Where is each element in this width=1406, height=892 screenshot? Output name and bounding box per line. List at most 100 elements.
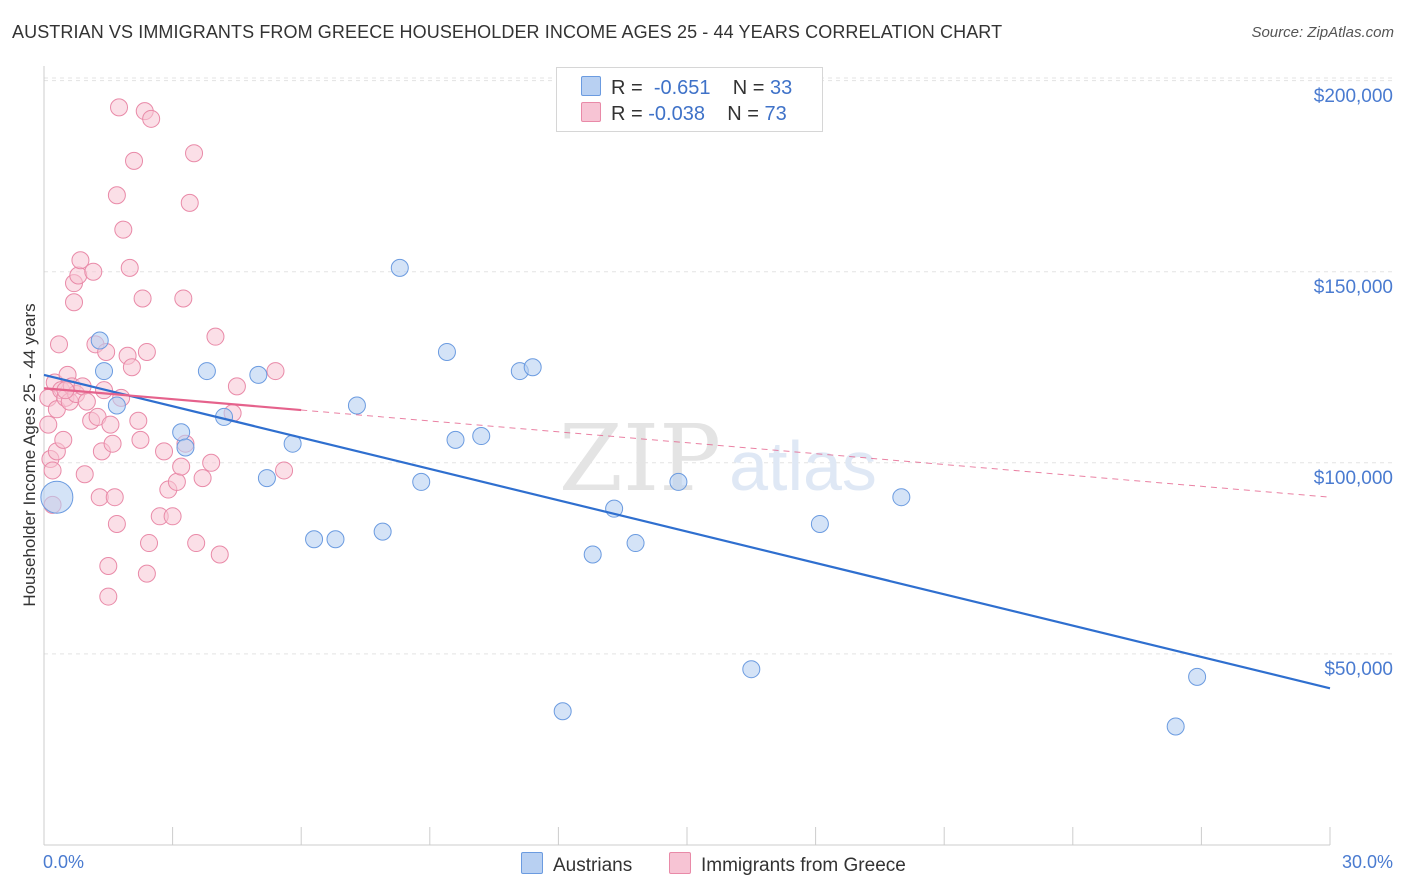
greece-point-63 bbox=[187, 534, 206, 553]
greece-point-35 bbox=[105, 488, 124, 507]
austrians-trend-line bbox=[43, 373, 1331, 690]
austrians-point-8 bbox=[249, 365, 268, 384]
legend-r-label-1: R = bbox=[611, 77, 643, 99]
greece-point-42 bbox=[120, 258, 139, 277]
x-tick-label-min: 0.0% bbox=[43, 852, 85, 872]
greece-point-67 bbox=[210, 545, 229, 564]
greece-point-38 bbox=[110, 98, 129, 117]
greece-point-44 bbox=[125, 151, 144, 170]
greece-point-70 bbox=[266, 362, 285, 381]
legend-row-greece: R = -0.038 N = 73 bbox=[581, 102, 787, 126]
austrians-point-28 bbox=[810, 514, 829, 533]
austrians-point-14 bbox=[373, 522, 392, 541]
austrians-point-16 bbox=[412, 472, 431, 491]
austrians-point-30 bbox=[1166, 717, 1185, 736]
greece-swatch bbox=[581, 102, 601, 122]
watermark-zip: ZIP bbox=[559, 405, 721, 512]
greece-point-57 bbox=[167, 472, 186, 491]
x-tick-label-max: 30.0% bbox=[1341, 852, 1393, 872]
greece-point-58 bbox=[172, 457, 191, 476]
austrians-point-5 bbox=[176, 438, 195, 457]
watermark-atlas: atlas bbox=[729, 427, 877, 505]
austrians-point-2 bbox=[95, 362, 114, 381]
austrians-point-26 bbox=[669, 472, 688, 491]
greece-point-3 bbox=[43, 461, 62, 480]
legend-n-label-1: N = bbox=[732, 77, 765, 99]
y-tick-label-50000: $50,000 bbox=[1324, 659, 1393, 680]
austrians-point-23 bbox=[583, 545, 602, 564]
source-label: Source: ZipAtlas.com bbox=[1251, 24, 1394, 41]
greece-point-34 bbox=[103, 434, 122, 453]
chart-title: AUSTRIAN VS IMMIGRANTS FROM GREECE HOUSE… bbox=[12, 22, 1003, 42]
greece-legend-swatch bbox=[669, 852, 691, 874]
greece-point-65 bbox=[202, 453, 221, 472]
legend-item-greece[interactable]: Immigrants from Greece bbox=[669, 852, 906, 877]
greece-point-31 bbox=[99, 556, 118, 575]
greece-point-8 bbox=[50, 335, 69, 354]
greece-point-62 bbox=[185, 144, 204, 163]
austrians-legend-swatch bbox=[521, 852, 543, 874]
greece-point-18 bbox=[69, 266, 88, 285]
austrians-point-12 bbox=[326, 530, 345, 549]
greece-point-45 bbox=[129, 411, 148, 430]
austrians-point-18 bbox=[446, 430, 465, 449]
legend-r-label-2: R = bbox=[611, 103, 643, 125]
greece-point-40 bbox=[114, 220, 133, 239]
austrians-point-1 bbox=[90, 331, 109, 350]
austrians-point-29 bbox=[892, 488, 911, 507]
austrians-point-4 bbox=[172, 423, 191, 442]
y-axis-label: Householder Income Ages 25 - 44 years bbox=[20, 303, 39, 607]
austrians-point-6 bbox=[197, 362, 216, 381]
greece-point-16 bbox=[65, 293, 84, 312]
greece-point-68 bbox=[227, 377, 246, 396]
austrians-swatch bbox=[581, 76, 601, 96]
austrians-point-21 bbox=[523, 358, 542, 377]
greece-point-24 bbox=[84, 262, 103, 281]
austrians-point-3 bbox=[107, 396, 126, 415]
legend-item-austrians[interactable]: Austrians bbox=[521, 852, 632, 877]
greece-point-51 bbox=[140, 534, 159, 553]
greece-point-50 bbox=[137, 564, 156, 583]
greece-point-10 bbox=[54, 430, 73, 449]
greece-point-27 bbox=[90, 488, 109, 507]
austrians-point-9 bbox=[257, 469, 276, 488]
greece-point-66 bbox=[206, 327, 225, 346]
greece-point-64 bbox=[193, 469, 212, 488]
greece-trend-line-solid bbox=[43, 387, 302, 412]
y-tick-label-150000: $150,000 bbox=[1313, 277, 1393, 298]
greece-point-37 bbox=[107, 186, 126, 205]
correlation-legend: R = -0.651 N = 33 R = -0.038 N = 73 bbox=[556, 67, 823, 132]
greece-point-49 bbox=[137, 342, 156, 361]
legend-n-label-2: N = bbox=[727, 103, 759, 125]
legend-n-value-1: 33 bbox=[770, 77, 793, 99]
legend-label-austrians: Austrians bbox=[553, 855, 633, 876]
greece-point-56 bbox=[163, 507, 182, 526]
greece-point-54 bbox=[155, 442, 174, 461]
greece-trend-line-dashed bbox=[301, 409, 1331, 498]
greece-point-22 bbox=[77, 392, 96, 411]
austrians-point-13 bbox=[347, 396, 366, 415]
austrians-point-15 bbox=[390, 258, 409, 277]
greece-point-21 bbox=[75, 465, 94, 484]
greece-point-1 bbox=[39, 415, 58, 434]
greece-point-61 bbox=[180, 193, 199, 212]
greece-point-19 bbox=[71, 251, 90, 270]
greece-point-71 bbox=[275, 461, 294, 480]
austrians-point-27 bbox=[742, 660, 761, 679]
greece-point-32 bbox=[99, 587, 118, 606]
greece-point-52 bbox=[142, 109, 161, 128]
greece-point-36 bbox=[107, 514, 126, 533]
greece-point-33 bbox=[101, 415, 120, 434]
legend-label-greece: Immigrants from Greece bbox=[701, 855, 906, 876]
austrians-point-17 bbox=[437, 342, 456, 361]
austrians-point-11 bbox=[305, 530, 324, 549]
austrians-point-19 bbox=[472, 427, 491, 446]
y-tick-label-200000: $200,000 bbox=[1313, 86, 1393, 107]
greece-point-47 bbox=[133, 289, 152, 308]
austrians-point-0 bbox=[40, 480, 74, 514]
legend-r-value-1: -0.651 bbox=[653, 77, 711, 99]
legend-n-value-2: 73 bbox=[764, 103, 787, 125]
greece-point-43 bbox=[122, 358, 141, 377]
austrians-point-25 bbox=[626, 534, 645, 553]
